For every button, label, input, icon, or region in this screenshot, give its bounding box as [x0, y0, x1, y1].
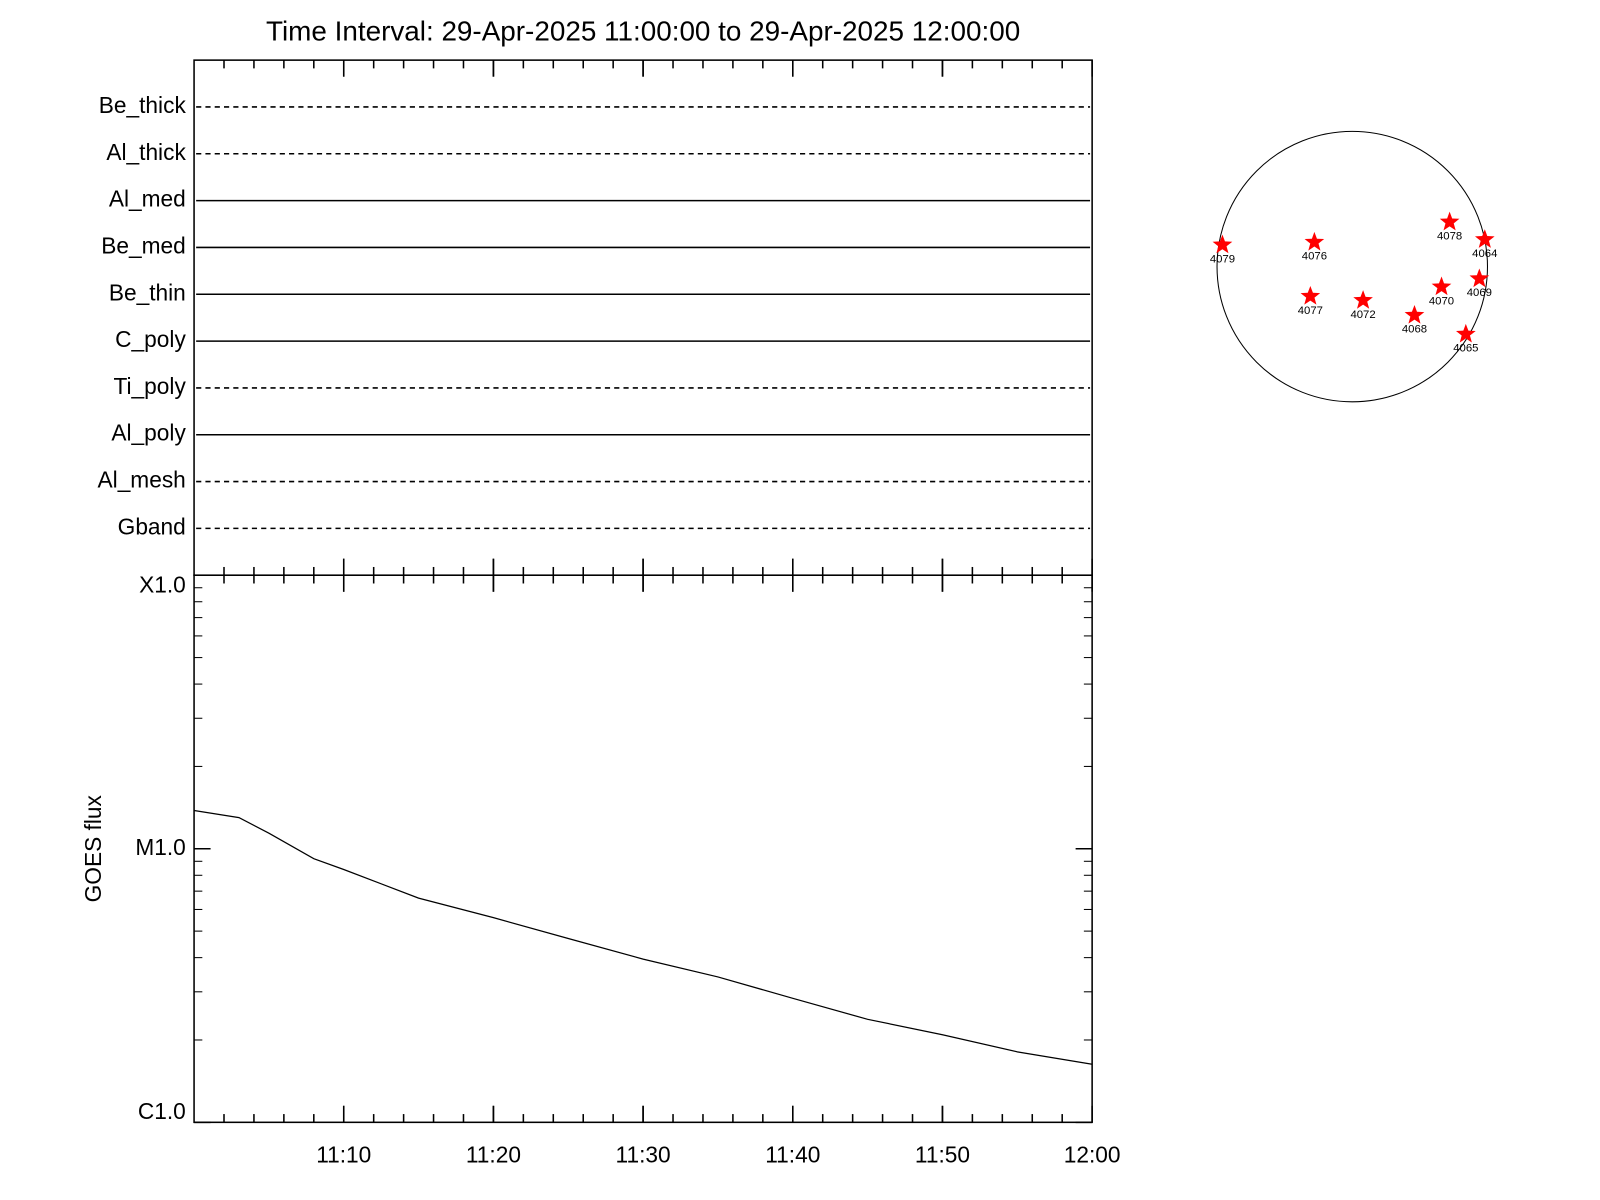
channel-label: Be_thick — [99, 92, 187, 118]
x-tick-label: 11:20 — [466, 1141, 521, 1167]
x-tick-label: 11:10 — [316, 1141, 371, 1167]
panel-frame — [193, 59, 1093, 576]
channel-label: Al_poly — [111, 420, 186, 446]
region-marker — [1304, 231, 1325, 251]
channel-label: C_poly — [115, 326, 186, 352]
region-label: 4065 — [1453, 343, 1478, 355]
x-tick-label: 11:40 — [765, 1141, 820, 1167]
region-label: 4078 — [1437, 230, 1462, 242]
region-marker — [1404, 304, 1425, 324]
channel-label: Gband — [118, 513, 186, 539]
region-marker — [1300, 285, 1321, 305]
region-label: 4070 — [1429, 295, 1454, 307]
y-axis-label: GOES flux — [80, 795, 106, 903]
region-label: 4079 — [1210, 253, 1235, 265]
panel-frame — [193, 574, 1093, 1124]
channel-label: Al_med — [109, 186, 186, 212]
region-marker — [1469, 268, 1490, 288]
channel-label: Al_thick — [106, 139, 186, 165]
channel-label: Be_med — [101, 232, 186, 258]
x-tick-label: 11:50 — [915, 1141, 970, 1167]
region-label: 4068 — [1402, 324, 1427, 336]
region-marker — [1474, 229, 1495, 248]
y-tick-label: C1.0 — [138, 1098, 186, 1124]
flux-line — [193, 809, 1093, 1065]
x-tick-label: 12:00 — [1064, 1141, 1121, 1167]
region-marker — [1456, 323, 1476, 343]
region-marker — [1431, 276, 1452, 296]
region-label: 4072 — [1350, 309, 1375, 321]
region-label: 4077 — [1298, 305, 1323, 317]
channel-label: Ti_poly — [114, 373, 187, 399]
region-marker — [1439, 211, 1460, 231]
x-tick-label: 11:30 — [616, 1141, 671, 1167]
y-tick-label: M1.0 — [135, 834, 185, 860]
region-label: 4069 — [1467, 287, 1492, 299]
chart-title: Time Interval: 29-Apr-2025 11:00:00 to 2… — [266, 16, 1020, 47]
solar-disk — [1216, 130, 1488, 403]
channel-label: Al_mesh — [98, 467, 186, 493]
channel-label: Be_thin — [109, 279, 186, 305]
region-marker — [1212, 234, 1233, 254]
region-marker — [1353, 290, 1373, 309]
region-label: 4076 — [1302, 251, 1327, 263]
region-label: 4064 — [1472, 248, 1497, 260]
y-tick-label: X1.0 — [139, 572, 186, 598]
